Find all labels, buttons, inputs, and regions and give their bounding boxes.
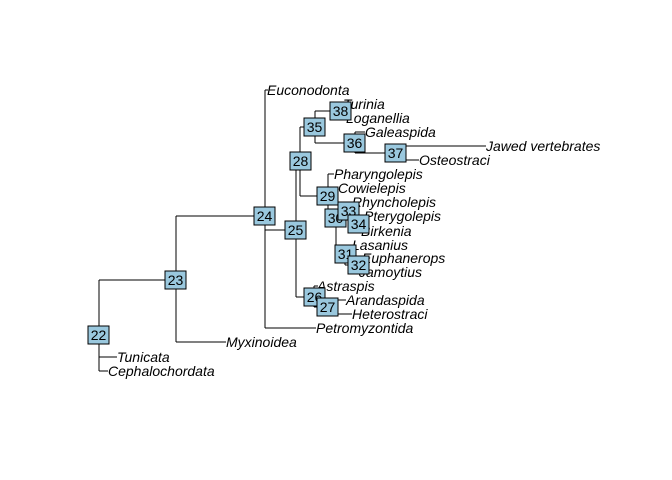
tip-label: Pharyngolepis [334,166,423,182]
tip-label: Tunicata [117,349,170,365]
node-label: 37 [384,143,407,163]
node-label: 23 [164,270,187,290]
node-labels: 22 23 24 25 26 27 28 29 [87,101,407,345]
node-box [87,325,110,345]
tip-label: Pterygolepis [364,208,441,224]
node-label: 28 [289,151,312,171]
node-box [343,133,366,153]
node-number: 27 [320,299,336,315]
tip-label: Birkenia [361,223,412,239]
node-box [289,151,312,171]
node-number: 38 [333,103,349,119]
node-box [303,117,326,137]
node-number: 35 [307,119,323,135]
tip-label: Myxinoidea [226,334,297,350]
node-label: 22 [87,325,110,345]
node-box [253,206,276,226]
tip-label: Euconodonta [267,82,350,98]
tip-label: Loganellia [346,110,410,126]
tip-labels: Euconodonta Turinia Loganellia Galeaspid… [108,82,600,379]
tip-label: Euphanerops [362,250,445,266]
node-number: 37 [388,145,404,161]
node-number: 22 [91,327,107,343]
node-label: 34 [347,214,370,234]
node-number: 32 [351,257,367,273]
tip-label: Arandaspida [345,292,425,308]
tip-label: Osteostraci [419,152,491,168]
tip-label: Turinia [343,96,385,112]
tip-label: Lasanius [352,237,408,253]
node-box [384,143,407,163]
node-number: 25 [288,222,304,238]
node-label: 30 [324,208,347,228]
tip-label: Cephalochordata [108,363,215,379]
tip-label: Astraspis [316,278,375,294]
node-number: 36 [347,135,363,151]
node-label: 38 [329,101,352,121]
node-label: 32 [347,255,370,275]
node-number: 24 [257,208,273,224]
node-label: 24 [253,206,276,226]
tip-label: Petromyzontida [316,320,413,336]
node-box [164,270,187,290]
node-box [347,214,370,234]
node-number: 28 [293,153,309,169]
node-number: 29 [320,188,336,204]
tip-label: Galeaspida [365,124,436,140]
node-number: 23 [168,272,184,288]
node-box [347,255,370,275]
node-box [316,297,339,317]
node-box [329,101,352,121]
tip-label: Rhyncholepis [352,194,436,210]
tip-label: Heterostraci [352,306,428,322]
tip-label: Jamoytius [358,264,422,280]
node-label: 29 [316,186,339,206]
node-label: 36 [343,133,366,153]
node-box [316,186,339,206]
node-box [284,220,307,240]
node-label: 27 [316,297,339,317]
node-label: 25 [284,220,307,240]
tip-label: Jawed vertebrates [485,138,600,154]
node-number: 34 [351,216,367,232]
tip-label: Cowielepis [338,180,406,196]
node-label: 35 [303,117,326,137]
